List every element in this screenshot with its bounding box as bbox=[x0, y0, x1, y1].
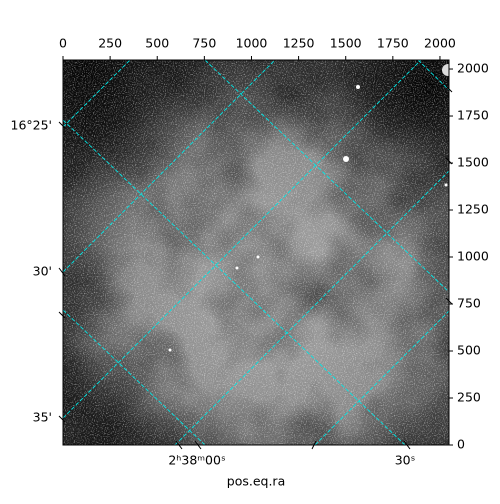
y-tick-label: 1000 bbox=[457, 249, 489, 264]
x-tick-label: 500 bbox=[145, 36, 169, 51]
dec-tick-label: 35' bbox=[33, 410, 52, 425]
dec-tick-label: 30' bbox=[33, 264, 52, 279]
x-tick-label: 250 bbox=[98, 36, 122, 51]
y-tick-label: 1750 bbox=[457, 108, 489, 123]
ra-tick-label: 2ʰ38ᵐ00ˢ bbox=[168, 453, 225, 468]
x-axis-label: pos.eq.ra bbox=[227, 474, 285, 489]
x-tick-label: 0 bbox=[59, 36, 67, 51]
x-tick-label: 750 bbox=[192, 36, 216, 51]
y-tick-label: 500 bbox=[457, 343, 481, 358]
y-tick-label: 0 bbox=[457, 437, 465, 452]
sky-image bbox=[63, 60, 449, 445]
x-tick-label: 1500 bbox=[330, 36, 362, 51]
coordinate-grid bbox=[63, 60, 449, 445]
x-tick-label: 2000 bbox=[424, 36, 456, 51]
dec-tick-label: 16°25' bbox=[11, 118, 53, 133]
world-ticks bbox=[58, 85, 453, 450]
y-tick-label: 2000 bbox=[457, 61, 489, 76]
x-tick-label: 1000 bbox=[236, 36, 268, 51]
ra-tick-label: 30ˢ bbox=[395, 453, 416, 468]
y-tick-label: 1500 bbox=[457, 155, 489, 170]
y-tick-label: 250 bbox=[457, 390, 481, 405]
plot-frame bbox=[62, 59, 450, 446]
y-tick-label: 1250 bbox=[457, 202, 489, 217]
x-tick-label: 1250 bbox=[283, 36, 315, 51]
y-tick-label: 750 bbox=[457, 296, 481, 311]
x-tick-label: 1750 bbox=[377, 36, 409, 51]
